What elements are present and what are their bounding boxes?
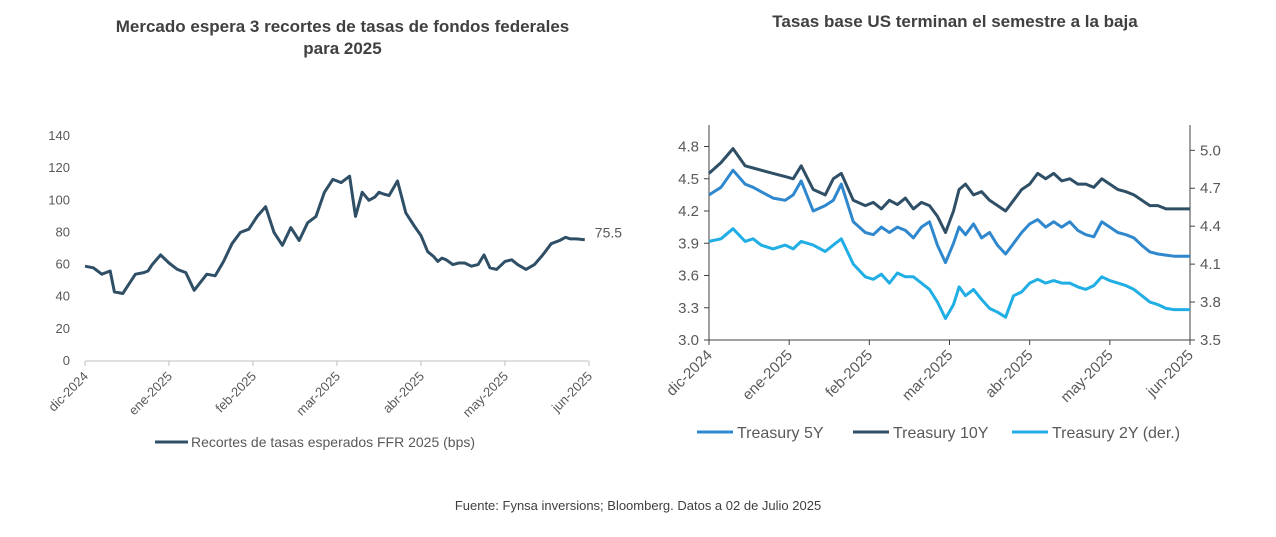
left-y-tick-label: 140 xyxy=(48,128,70,143)
right-x-tick-label: ene-2025 xyxy=(739,347,796,404)
right-left-y-tick-label: 3.9 xyxy=(678,235,699,252)
left-x-tick-label: abr-2025 xyxy=(380,369,427,416)
right-legend-label: Treasury 10Y xyxy=(893,425,989,442)
left-x-tick-label: ene-2025 xyxy=(126,369,175,418)
right-series-line-1 xyxy=(707,147,1190,234)
right-x-tick-label: jun-2025 xyxy=(1143,347,1197,401)
right-legend-label: Treasury 2Y (der.) xyxy=(1052,425,1180,442)
right-right-y-tick-label: 4.1 xyxy=(1200,256,1221,273)
right-right-y-tick-label: 3.8 xyxy=(1200,294,1221,311)
left-y-tick-label: 0 xyxy=(63,353,70,368)
left-x-tick-label: feb-2025 xyxy=(212,369,259,416)
left-x-tick-label: jun-2025 xyxy=(548,369,595,416)
right-left-y-tick-label: 3.0 xyxy=(678,332,699,349)
left-y-tick-label: 120 xyxy=(48,160,70,175)
right-left-y-tick-label: 4.5 xyxy=(678,171,699,188)
right-left-y-tick-label: 4.2 xyxy=(678,203,699,220)
right-right-y-tick-label: 4.7 xyxy=(1200,180,1221,197)
left-legend-label: Recortes de tasas esperados FFR 2025 (bp… xyxy=(191,434,475,450)
right-left-y-tick-label: 4.8 xyxy=(678,139,699,156)
source-note: Fuente: Fynsa inversions; Bloomberg. Dat… xyxy=(454,498,822,513)
right-left-y-tick-label: 3.3 xyxy=(678,300,699,317)
right-series-line-0 xyxy=(708,168,1190,265)
right-x-tick-label: may-2025 xyxy=(1057,347,1116,406)
left-y-tick-label: 100 xyxy=(48,192,70,207)
left-x-tick-label: dic-2024 xyxy=(45,369,91,415)
right-x-tick-label: dic-2024 xyxy=(663,347,716,400)
right-right-y-tick-label: 3.5 xyxy=(1200,332,1221,349)
right-right-y-tick-label: 4.4 xyxy=(1200,218,1221,235)
left-y-tick-label: 60 xyxy=(56,257,70,272)
right-x-tick-label: abr-2025 xyxy=(982,347,1036,401)
left-y-tick-label: 40 xyxy=(56,289,70,304)
left-x-tick-label: may-2025 xyxy=(460,369,511,420)
left-x-tick-label: mar-2025 xyxy=(293,369,343,419)
left-series-line xyxy=(84,174,585,295)
left-end-label: 75.5 xyxy=(595,225,622,241)
right-x-tick-label: feb-2025 xyxy=(822,347,876,401)
right-left-y-tick-label: 3.6 xyxy=(678,268,699,285)
left-y-tick-label: 20 xyxy=(56,321,70,336)
right-series-line-2 xyxy=(708,227,1190,320)
left-y-tick-label: 80 xyxy=(56,224,70,239)
chart-title-left: Mercado espera 3 recortes de tasas de fo… xyxy=(115,17,570,58)
chart-title-right: Tasas base US terminan el semestre a la … xyxy=(772,12,1138,31)
right-right-y-tick-label: 5.0 xyxy=(1200,142,1221,159)
right-legend-label: Treasury 5Y xyxy=(737,425,824,442)
right-x-tick-label: mar-2025 xyxy=(899,347,956,404)
